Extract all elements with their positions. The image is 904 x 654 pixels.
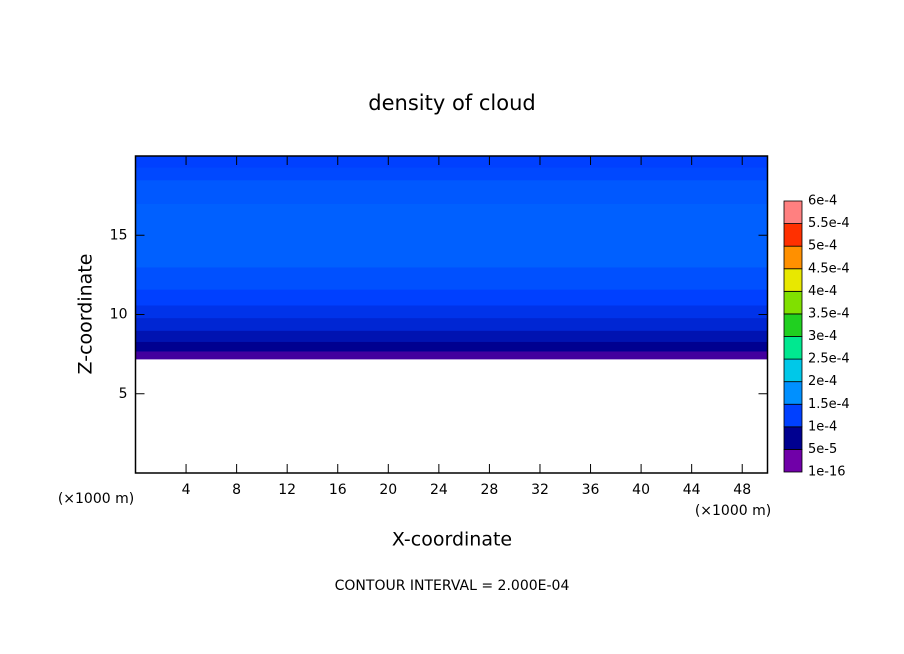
x-tick-label: 44 <box>683 482 701 498</box>
contour-interval: CONTOUR INTERVAL = 2.000E-04 <box>335 578 570 594</box>
x-unit-label: (×1000 m) <box>695 503 771 519</box>
contour-band <box>135 330 768 342</box>
colorbar-box <box>783 426 803 450</box>
contour-band <box>135 317 768 331</box>
x-tick-label: 4 <box>182 482 191 498</box>
x-tick-label: 20 <box>379 482 397 498</box>
colorbar-box <box>783 223 803 247</box>
x-tick-label: 16 <box>329 482 347 498</box>
colorbar-label: 5e-4 <box>808 239 837 254</box>
x-unit-label: (×1000 m) <box>58 491 134 507</box>
colorbar-label: 5e-5 <box>808 442 837 457</box>
contour-band <box>135 350 768 360</box>
x-tick-label: 40 <box>632 482 650 498</box>
y-tick-label: 15 <box>110 227 128 243</box>
colorbar-box <box>783 290 803 315</box>
contour-band <box>135 341 768 352</box>
colorbar-label: 1.5e-4 <box>808 397 850 412</box>
contour-band <box>135 304 768 319</box>
x-tick-label: 12 <box>278 482 296 498</box>
colorbar-label: 2.5e-4 <box>808 352 850 367</box>
colorbar-box <box>783 245 803 270</box>
colorbar-box <box>783 403 803 428</box>
y-axis-label: Z-coordinate <box>75 254 97 375</box>
colorbar-label: 3e-4 <box>808 329 837 344</box>
x-tick-label: 32 <box>531 482 549 498</box>
colorbar-box <box>783 358 803 383</box>
colorbar-label: 3.5e-4 <box>808 306 850 321</box>
colorbar-label: 4e-4 <box>808 284 837 299</box>
colorbar-label: 1e-4 <box>808 419 837 434</box>
y-tick-label: 5 <box>119 386 128 402</box>
x-tick-label: 28 <box>481 482 499 498</box>
y-tick-label: 10 <box>110 307 128 323</box>
x-tick-label: 48 <box>733 482 751 498</box>
colorbar-label: 6e-4 <box>808 194 837 209</box>
contour-band <box>135 203 768 268</box>
contour-band <box>135 289 768 306</box>
colorbar-box <box>783 381 803 405</box>
x-tick-label: 24 <box>430 482 448 498</box>
contour-band <box>135 156 768 168</box>
colorbar-label: 5.5e-4 <box>808 216 850 231</box>
contour-band <box>135 179 768 205</box>
contour-band <box>135 167 768 181</box>
colorbar-box <box>783 336 803 360</box>
x-tick-label: 36 <box>582 482 600 498</box>
contour-band <box>135 266 768 290</box>
colorbar-label: 2e-4 <box>808 374 837 389</box>
chart-title: density of cloud <box>368 91 535 115</box>
x-axis-label: X-coordinate <box>392 529 512 551</box>
colorbar-box <box>783 200 803 224</box>
x-tick-label: 8 <box>232 482 241 498</box>
colorbar-box <box>783 268 803 292</box>
colorbar-box <box>783 449 803 473</box>
colorbar-label: 1e-16 <box>808 465 846 480</box>
colorbar-box <box>783 313 803 337</box>
colorbar-label: 4.5e-4 <box>808 261 850 276</box>
